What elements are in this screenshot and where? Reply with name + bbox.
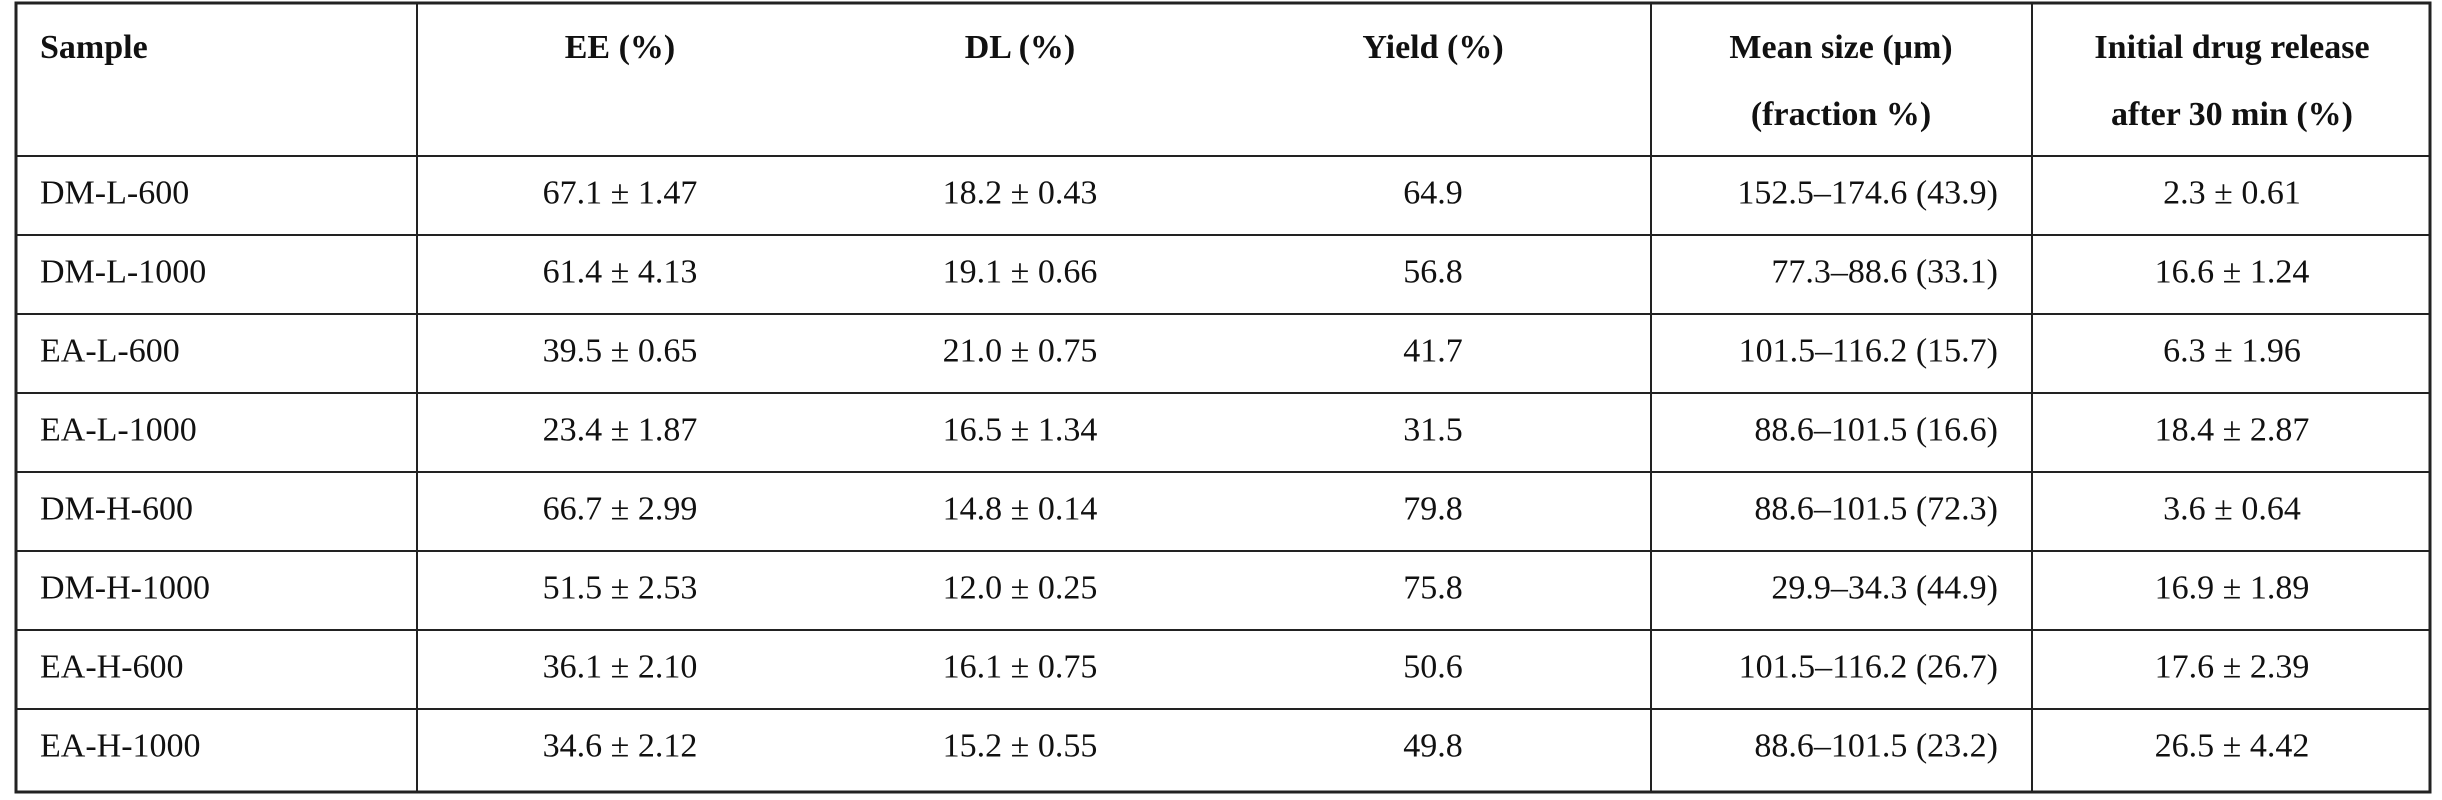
header-cell: Sample	[40, 29, 148, 66]
table-cell: 88.6–101.5 (72.3)	[1754, 490, 1998, 527]
table-cell: 2.3 ± 0.61	[2163, 174, 2301, 211]
table-cell: 50.6	[1403, 648, 1463, 685]
table-cell: 16.9 ± 1.89	[2155, 569, 2310, 606]
table-cell: 66.7 ± 2.99	[543, 490, 698, 527]
table-cell: 23.4 ± 1.87	[543, 411, 698, 448]
table-cell: 34.6 ± 2.12	[543, 727, 698, 764]
table-cell: 39.5 ± 0.65	[543, 332, 698, 369]
table-cell: 21.0 ± 0.75	[943, 332, 1098, 369]
table-cell: 64.9	[1403, 174, 1463, 211]
table-cell: 152.5–174.6 (43.9)	[1737, 174, 1998, 211]
table-cell: 36.1 ± 2.10	[543, 648, 698, 685]
table-cell: 16.5 ± 1.34	[943, 411, 1098, 448]
table-cell: 6.3 ± 1.96	[2163, 332, 2301, 369]
table-border	[14, 1, 2432, 794]
table-cell: 61.4 ± 4.13	[543, 253, 698, 290]
table-cell: 77.3–88.6 (33.1)	[1771, 253, 1998, 290]
header-cell: Initial drug release	[2094, 29, 2369, 66]
header-cell: Yield (%)	[1362, 29, 1503, 66]
table-cell: EA-H-600	[40, 648, 184, 685]
table-cell: 3.6 ± 0.64	[2163, 490, 2301, 527]
table-cell: DM-L-600	[40, 174, 189, 211]
table-cell: 41.7	[1403, 332, 1463, 369]
table-cell: EA-L-600	[40, 332, 180, 369]
table-cell: 19.1 ± 0.66	[943, 253, 1098, 290]
table-cell: 49.8	[1403, 727, 1463, 764]
table-cell: DM-L-1000	[40, 253, 206, 290]
table-cell: 88.6–101.5 (23.2)	[1754, 727, 1998, 764]
table-cell: 17.6 ± 2.39	[2155, 648, 2310, 685]
table-cell: DM-H-600	[40, 490, 193, 527]
table-cell: DM-H-1000	[40, 569, 210, 606]
table-cell: 15.2 ± 0.55	[943, 727, 1098, 764]
table-cell: EA-H-1000	[40, 727, 201, 764]
header-cell: Mean size (μm)	[1729, 29, 1952, 66]
table-cell: 51.5 ± 2.53	[543, 569, 698, 606]
header-cell: EE (%)	[565, 29, 676, 66]
table-cell: 14.8 ± 0.14	[943, 490, 1098, 527]
table-cell: 67.1 ± 1.47	[543, 174, 698, 211]
table-cell: 16.1 ± 0.75	[943, 648, 1098, 685]
table-cell: 56.8	[1403, 253, 1463, 290]
table-cell: 26.5 ± 4.42	[2155, 727, 2310, 764]
header-cell: after 30 min (%)	[2111, 96, 2353, 133]
table-cell: 18.4 ± 2.87	[2155, 411, 2310, 448]
table-cell: 101.5–116.2 (15.7)	[1739, 332, 1998, 369]
header-cell: (fraction %)	[1751, 96, 1931, 133]
table-cell: 101.5–116.2 (26.7)	[1739, 648, 1998, 685]
table-cell: 18.2 ± 0.43	[943, 174, 1098, 211]
table-cell: EA-L-1000	[40, 411, 197, 448]
table-cell: 16.6 ± 1.24	[2155, 253, 2310, 290]
table-cell: 31.5	[1403, 411, 1463, 448]
table-cell: 12.0 ± 0.25	[943, 569, 1098, 606]
table-cell: 79.8	[1403, 490, 1463, 527]
table-cell: 88.6–101.5 (16.6)	[1754, 411, 1998, 448]
table-cell: 75.8	[1403, 569, 1463, 606]
table-cell: 29.9–34.3 (44.9)	[1771, 569, 1998, 606]
header-cell: DL (%)	[965, 29, 1076, 66]
